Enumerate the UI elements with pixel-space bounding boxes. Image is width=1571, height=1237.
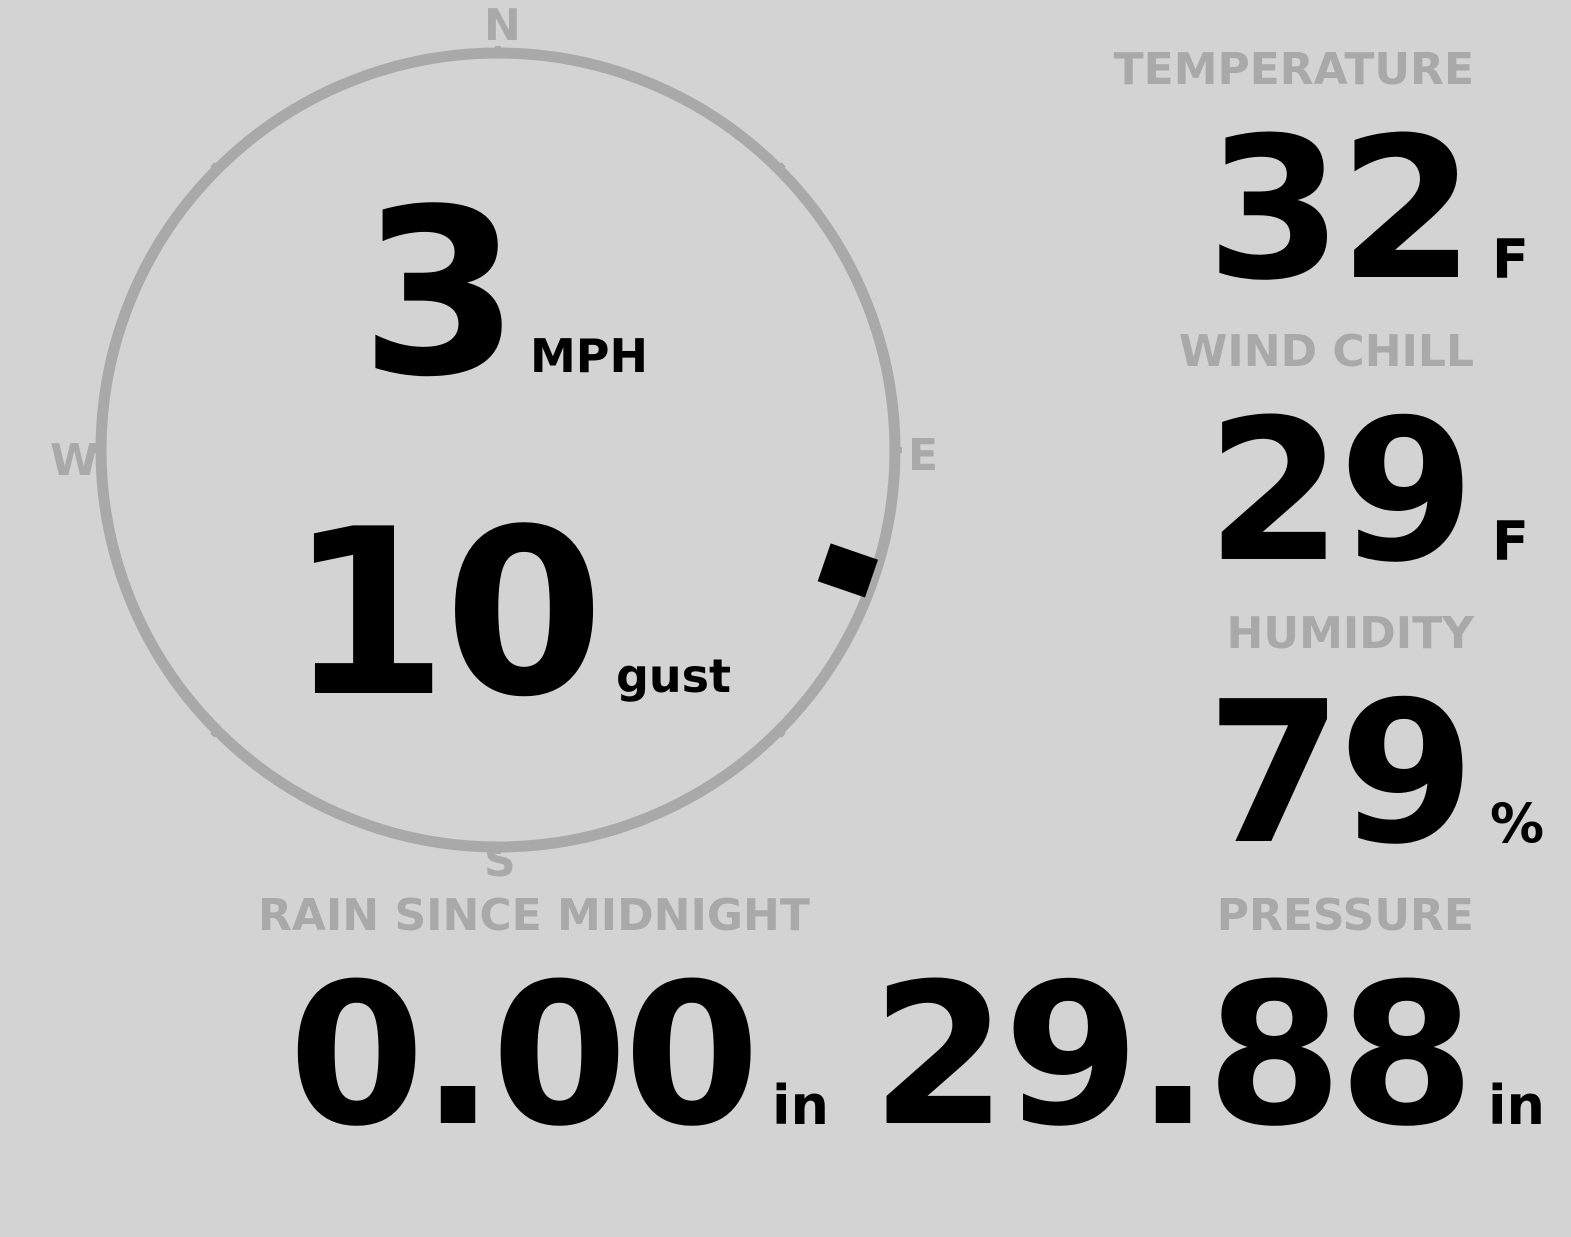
pressure-unit: in — [1488, 1074, 1545, 1137]
compass-tick — [773, 162, 786, 175]
pressure-value: 29.88 — [871, 942, 1475, 1170]
temperature-value: 32 — [1206, 96, 1475, 324]
rain-unit: in — [772, 1074, 829, 1137]
wind-gust-value: 10 — [288, 481, 604, 748]
compass-tick — [773, 725, 786, 738]
humidity-value: 79 — [1206, 660, 1475, 888]
wind-chill-label: WIND CHILL — [1178, 326, 1474, 377]
compass-west: W — [50, 435, 99, 486]
temperature-label: TEMPERATURE — [1113, 44, 1474, 95]
compass-tick — [210, 162, 223, 175]
compass-east: E — [908, 430, 939, 481]
wind-gust-unit: gust — [616, 649, 732, 703]
wind-speed-unit: MPH — [530, 329, 648, 383]
wind-direction-marker — [817, 543, 878, 598]
compass-south: S — [484, 836, 516, 887]
wind-chill-unit: F — [1492, 510, 1529, 573]
wind-speed-value: 3 — [360, 161, 520, 428]
wind-chill-value: 29 — [1206, 378, 1475, 606]
pressure-label: PRESSURE — [1216, 890, 1474, 941]
humidity-label: HUMIDITY — [1226, 608, 1474, 659]
humidity-unit: % — [1490, 792, 1545, 855]
rain-value: 0.00 — [288, 942, 760, 1170]
temperature-unit: F — [1492, 228, 1529, 291]
compass-tick — [210, 725, 223, 738]
rain-label: RAIN SINCE MIDNIGHT — [258, 890, 810, 941]
compass-north: N — [484, 0, 521, 51]
